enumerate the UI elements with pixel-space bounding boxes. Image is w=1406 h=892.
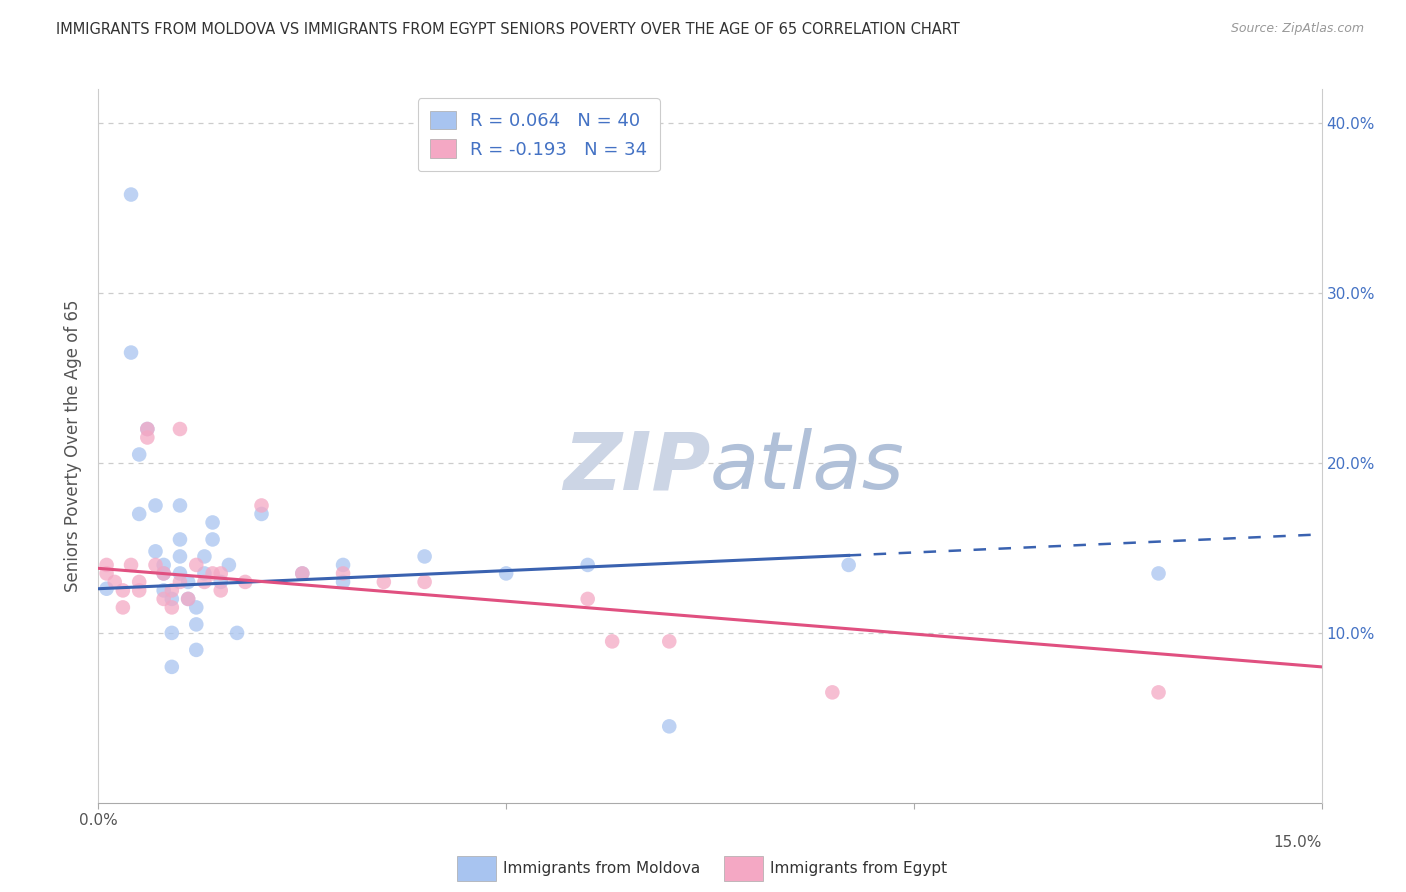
Point	[250, 499, 273, 513]
Point	[201, 533, 224, 547]
Point	[145, 499, 167, 513]
Point	[193, 574, 215, 589]
Point	[145, 544, 167, 558]
Point	[201, 516, 224, 530]
Text: Immigrants from Egypt: Immigrants from Egypt	[770, 862, 948, 876]
Point	[111, 583, 134, 598]
Point	[186, 558, 208, 572]
Point	[128, 507, 150, 521]
Point	[136, 422, 159, 436]
Text: 15.0%: 15.0%	[1274, 835, 1322, 850]
Point	[332, 566, 354, 581]
Text: Source: ZipAtlas.com: Source: ZipAtlas.com	[1230, 22, 1364, 36]
Point	[160, 626, 183, 640]
Point	[96, 582, 118, 596]
Point	[177, 591, 200, 606]
Text: IMMIGRANTS FROM MOLDOVA VS IMMIGRANTS FROM EGYPT SENIORS POVERTY OVER THE AGE OF: IMMIGRANTS FROM MOLDOVA VS IMMIGRANTS FR…	[56, 22, 960, 37]
Point	[226, 626, 249, 640]
Point	[332, 558, 354, 572]
Point	[193, 566, 215, 581]
Point	[120, 558, 142, 572]
Point	[177, 591, 200, 606]
Point	[177, 574, 200, 589]
Point	[169, 422, 191, 436]
Point	[169, 566, 191, 581]
Point	[169, 549, 191, 564]
Point	[152, 566, 174, 581]
Point	[186, 643, 208, 657]
Point	[209, 574, 232, 589]
Point	[838, 558, 860, 572]
Point	[152, 583, 174, 598]
Point	[128, 448, 150, 462]
Point	[600, 634, 623, 648]
Legend: R = 0.064   N = 40, R = -0.193   N = 34: R = 0.064 N = 40, R = -0.193 N = 34	[418, 98, 659, 171]
Point	[658, 719, 681, 733]
Point	[1147, 566, 1170, 581]
Text: ZIP: ZIP	[562, 428, 710, 507]
Point	[152, 591, 174, 606]
Point	[576, 558, 599, 572]
Point	[160, 591, 183, 606]
Point	[209, 566, 232, 581]
Point	[193, 549, 215, 564]
Point	[332, 574, 354, 589]
Point	[152, 566, 174, 581]
Point	[160, 583, 183, 598]
Point	[120, 345, 142, 359]
Point	[152, 558, 174, 572]
Point	[169, 533, 191, 547]
Point	[111, 600, 134, 615]
Point	[658, 634, 681, 648]
Point	[291, 566, 314, 581]
Y-axis label: Seniors Poverty Over the Age of 65: Seniors Poverty Over the Age of 65	[65, 300, 83, 592]
Point	[186, 600, 208, 615]
Point	[128, 574, 150, 589]
Point	[145, 558, 167, 572]
Point	[160, 600, 183, 615]
Point	[96, 558, 118, 572]
Point	[128, 583, 150, 598]
Point	[104, 574, 127, 589]
Point	[201, 566, 224, 581]
Point	[821, 685, 844, 699]
Point	[495, 566, 517, 581]
Point	[1147, 685, 1170, 699]
Point	[373, 574, 395, 589]
Point	[136, 430, 159, 444]
Text: Immigrants from Moldova: Immigrants from Moldova	[503, 862, 700, 876]
Point	[233, 574, 256, 589]
Point	[169, 574, 191, 589]
Point	[96, 566, 118, 581]
Point	[186, 617, 208, 632]
Point	[169, 499, 191, 513]
Point	[120, 187, 142, 202]
Point	[250, 507, 273, 521]
Point	[413, 549, 436, 564]
Point	[576, 591, 599, 606]
Point	[160, 660, 183, 674]
Point	[209, 583, 232, 598]
Point	[413, 574, 436, 589]
Text: atlas: atlas	[710, 428, 905, 507]
Point	[218, 558, 240, 572]
Point	[136, 422, 159, 436]
Point	[291, 566, 314, 581]
